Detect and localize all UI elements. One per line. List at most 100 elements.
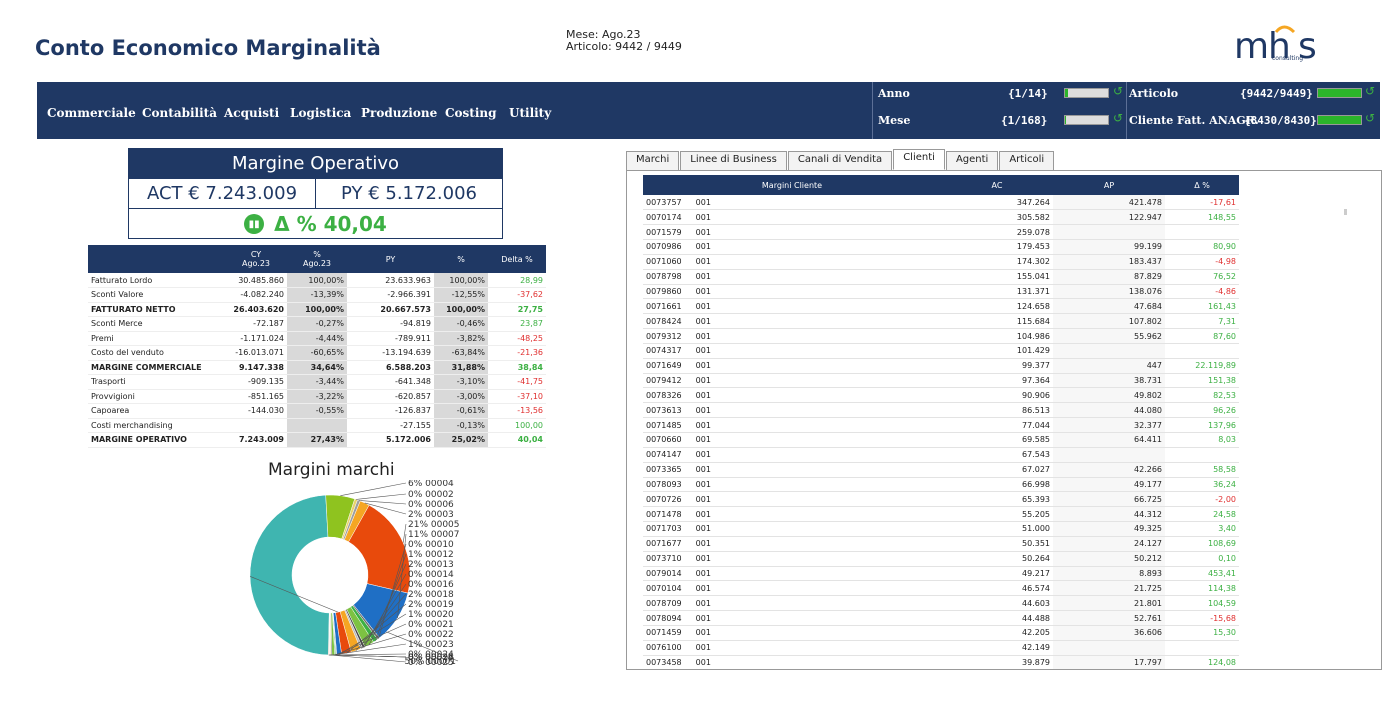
nav-acquisti[interactable]: Acquisti <box>224 106 280 120</box>
tab-canali-di-vendita[interactable]: Canali di Vendita <box>787 151 893 170</box>
pie-leader <box>346 603 407 654</box>
pie-label: 1% 00020 <box>408 610 454 620</box>
table-row[interactable]: 0076100 001 42.149 <box>643 640 1239 656</box>
table-row[interactable]: 0079014 001 49.217 8.893 453,41 <box>643 566 1239 582</box>
client-cell: 42.205 <box>941 625 1053 641</box>
nav-logistica[interactable]: Logistica <box>290 106 352 120</box>
table-row[interactable]: 0078094 001 44.488 52.761 -15,68 <box>643 610 1239 626</box>
table-row[interactable]: 0078326 001 90.906 49.802 82,53 <box>643 387 1239 404</box>
table-row[interactable]: 0078093 001 66.998 49.177 36,24 <box>643 477 1239 493</box>
pl-cell: 25,02% <box>434 432 488 448</box>
table-row[interactable]: 0073458 001 39.879 17.797 124,08 <box>643 655 1239 669</box>
tab-marchi[interactable]: Marchi <box>626 151 680 170</box>
nav-costing[interactable]: Costing <box>445 106 497 120</box>
table-row[interactable]: 0071703 001 51.000 49.325 3,40 <box>643 521 1239 537</box>
table-row[interactable]: 0078709 001 44.603 21.801 104,59 <box>643 595 1239 612</box>
table-row[interactable]: 0079312 001 104.986 55.962 87,60 <box>643 328 1239 344</box>
pl-cell: -21,36 <box>488 345 546 361</box>
table-row[interactable]: 0079860 001 131.371 138.076 -4,86 <box>643 284 1239 300</box>
filter-cliente-bar <box>1317 115 1362 125</box>
refresh-icon[interactable]: ↺ <box>1113 84 1124 98</box>
filter-anno-value[interactable]: {1/14} <box>1008 87 1048 100</box>
table-row[interactable]: 0074317 001 101.429 <box>643 343 1239 359</box>
pie-label: 0% 00025 <box>408 658 454 668</box>
filter-mese-value[interactable]: {1/168} <box>1001 114 1048 127</box>
client-sub: 001 <box>695 420 711 430</box>
pl-row: MARGINE COMMERCIALE 9.147.338 34,64% 6.588.… <box>88 360 546 375</box>
table-row[interactable]: 0071485 001 77.044 32.377 137,96 <box>643 417 1239 433</box>
table-row[interactable]: 0078798 001 155.041 87.829 76,52 <box>643 269 1239 285</box>
article-info: Articolo: 9442 / 9449 <box>566 40 682 53</box>
table-row[interactable]: 0071649 001 99.377 447 22.119,89 <box>643 358 1239 374</box>
pie-leader <box>336 623 407 656</box>
pl-cell: -13,39% <box>287 287 347 303</box>
table-row[interactable]: 0070174 001 305.582 122.947 148,55 <box>643 209 1239 226</box>
pie-label: 1% 00012 <box>408 550 454 560</box>
client-cell: 8,03 <box>1165 432 1239 448</box>
pl-cell: -3,44% <box>287 374 347 390</box>
tab-articoli[interactable]: Articoli <box>999 151 1055 170</box>
pl-cell: -3,10% <box>434 374 488 390</box>
table-row[interactable]: 0071459 001 42.205 36.606 15,30 <box>643 625 1239 641</box>
client-cell: 36,24 <box>1165 477 1239 493</box>
pie-leader <box>328 654 407 658</box>
tab-linee-di-business[interactable]: Linee di Business <box>680 151 787 170</box>
client-cell: 148,55 <box>1165 209 1239 226</box>
table-row[interactable]: 0071677 001 50.351 24.127 108,69 <box>643 536 1239 552</box>
table-row[interactable]: 0073710 001 50.264 50.212 0,10 <box>643 551 1239 567</box>
pl-cell: 100,00% <box>287 273 347 288</box>
table-row[interactable]: 0073365 001 67.027 42.266 58,58 <box>643 462 1239 478</box>
client-cell: 174.302 <box>941 254 1053 270</box>
pl-cell: -13,56 <box>488 403 546 419</box>
filter-articolo-value[interactable]: {9442/9449} <box>1240 87 1313 100</box>
table-row[interactable]: 0070726 001 65.393 66.725 -2,00 <box>643 491 1239 508</box>
filter-mese-bar <box>1064 115 1109 125</box>
client-sub: 001 <box>695 450 711 460</box>
client-cell: 124,08 <box>1165 655 1239 669</box>
pie-slice[interactable] <box>249 494 330 656</box>
client-cell: 44.488 <box>941 610 1053 626</box>
table-row[interactable]: 0070104 001 46.574 21.725 114,38 <box>643 580 1239 597</box>
client-sub: 001 <box>695 658 711 668</box>
table-row[interactable]: 0073613 001 86.513 44.080 96,26 <box>643 402 1239 419</box>
table-row[interactable]: 0071579 001 259.078 <box>643 224 1239 241</box>
nav-commerciale[interactable]: Commerciale <box>47 106 136 120</box>
pl-cell: 7.243.009 <box>225 432 287 448</box>
pl-cell: -72.187 <box>225 316 287 332</box>
nav-produzione[interactable]: Produzione <box>361 106 438 120</box>
table-row[interactable]: 0070660 001 69.585 64.411 8,03 <box>643 432 1239 448</box>
pl-row: Trasporti -909.135 -3,44% -641.348 -3,10% -41… <box>88 374 546 390</box>
table-row[interactable]: 0078424 001 115.684 107.802 7,31 <box>643 313 1239 330</box>
pl-cell: Premi <box>88 331 225 346</box>
nav-contabilita[interactable]: Contabilità <box>142 106 217 120</box>
pl-cell: MARGINE OPERATIVO <box>88 432 225 448</box>
table-row[interactable]: 0074147 001 67.543 <box>643 447 1239 463</box>
client-cell: 137,96 <box>1165 417 1239 433</box>
tab-agenti[interactable]: Agenti <box>945 151 999 170</box>
client-id: 0070174 <box>646 212 682 222</box>
tab-clienti[interactable]: Clienti <box>893 149 945 170</box>
client-cell: 99.199 <box>1053 239 1165 255</box>
client-cell <box>1165 224 1239 241</box>
client-id: 0078798 <box>646 272 682 282</box>
pl-cell: 27,75 <box>488 302 546 317</box>
client-cell: 87.829 <box>1053 269 1165 285</box>
nav-utility[interactable]: Utility <box>509 106 552 120</box>
table-row[interactable]: 0073757 001 347.264 421.478 -17,61 <box>643 195 1239 211</box>
client-cell: 67.027 <box>941 462 1053 478</box>
table-row[interactable]: 0071060 001 174.302 183.437 -4,98 <box>643 254 1239 270</box>
filter-cliente-label: Cliente Fatt. ANAGR. <box>1129 114 1259 127</box>
table-row[interactable]: 0071661 001 124.658 47.684 161,43 <box>643 298 1239 315</box>
table-row[interactable]: 0079412 001 97.364 38.731 151,38 <box>643 373 1239 389</box>
scrollbar[interactable] <box>1344 209 1347 215</box>
client-code: 0076100 001 <box>643 640 941 656</box>
pie-leader <box>369 563 407 645</box>
table-row[interactable]: 0071478 001 55.205 44.312 24,58 <box>643 506 1239 523</box>
client-cell: 55.962 <box>1053 328 1165 344</box>
table-row[interactable]: 0070986 001 179.453 99.199 80,90 <box>643 239 1239 255</box>
refresh-icon[interactable]: ↺ <box>1365 111 1376 125</box>
filter-cliente-value[interactable]: {8430/8430} <box>1244 114 1317 127</box>
refresh-icon[interactable]: ↺ <box>1365 84 1376 98</box>
client-sub: 001 <box>695 390 711 400</box>
refresh-icon[interactable]: ↺ <box>1113 111 1124 125</box>
